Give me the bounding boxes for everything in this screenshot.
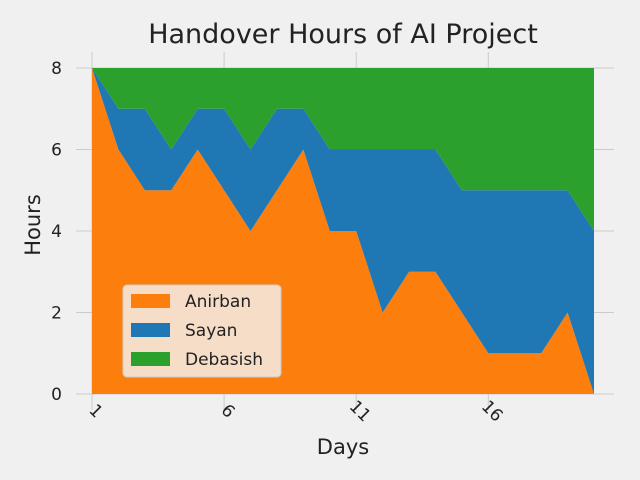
y-tick-label: 4 <box>51 222 62 242</box>
legend: Anirban Sayan Debasish <box>122 284 282 378</box>
y-axis-label: Hours <box>21 194 45 256</box>
legend-swatch-anirban <box>131 294 170 308</box>
y-tick-label: 0 <box>51 385 62 405</box>
y-tick-label: 6 <box>51 141 62 161</box>
area-sayan <box>92 68 594 394</box>
legend-swatch-debasish <box>131 352 170 366</box>
legend-label-anirban: Anirban <box>185 292 251 312</box>
area-debasish <box>92 68 594 231</box>
legend-label-debasish: Debasish <box>185 350 263 370</box>
x-axis-label: Days <box>317 435 369 459</box>
y-tick-label: 8 <box>51 59 62 79</box>
legend-label-sayan: Sayan <box>185 321 237 341</box>
legend-swatch-sayan <box>131 323 170 337</box>
y-tick-label: 2 <box>51 304 62 324</box>
chart-title: Handover Hours of AI Project <box>148 19 538 50</box>
